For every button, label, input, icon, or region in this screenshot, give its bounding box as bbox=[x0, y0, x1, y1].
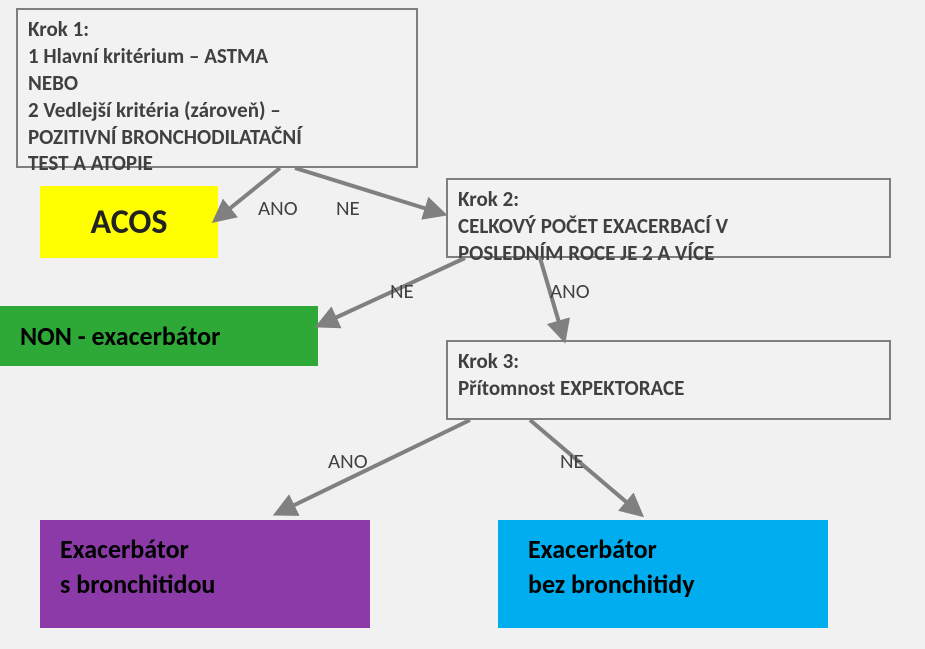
edge-step3-exacb bbox=[280, 420, 470, 512]
exac-bronch-line1: Exacerbátor bbox=[60, 533, 189, 565]
edge-step1-step2 bbox=[295, 168, 440, 213]
step1-title: Krok 1: bbox=[28, 16, 89, 42]
edge-label-0: ANO bbox=[258, 195, 298, 221]
acos-label: ACOS bbox=[90, 202, 167, 243]
step3-box: Krok 3: Přítomnost EXPEKTORACE bbox=[446, 340, 891, 420]
exac-no-bronch-result-box: Exacerbátor bez bronchitidy bbox=[498, 520, 828, 628]
acos-result-box: ACOS bbox=[40, 186, 218, 258]
step1-box: Krok 1: 1 Hlavní kritérium – ASTMA NEBO … bbox=[16, 8, 418, 168]
step3-title: Krok 3: bbox=[458, 348, 519, 374]
exac-bronch-line2: s bronchitidou bbox=[60, 568, 215, 600]
step2-line0: CELKOVÝ POČET EXACERBACÍ V bbox=[458, 213, 728, 239]
non-exacerbator-result-box: NON - exacerbátor bbox=[0, 306, 318, 366]
edge-label-3: ANO bbox=[550, 278, 590, 304]
step2-line1: POSLEDNÍM ROCE JE 2 A VÍCE bbox=[458, 240, 714, 266]
step1-line2: 2 Vedlejší kritéria (zároveň) – bbox=[28, 97, 281, 123]
edge-label-1: NE bbox=[336, 195, 360, 221]
step1-line0: 1 Hlavní kritérium – ASTMA bbox=[28, 43, 268, 69]
edge-label-5: NE bbox=[560, 448, 584, 474]
step1-line1: NEBO bbox=[28, 70, 78, 96]
non-exacerbator-label: NON - exacerbátor bbox=[20, 320, 220, 352]
step1-line3: POZITIVNÍ BRONCHODILATAČNÍ bbox=[28, 124, 302, 150]
step2-box: Krok 2: CELKOVÝ POČET EXACERBACÍ V POSLE… bbox=[446, 178, 891, 258]
edge-label-4: ANO bbox=[328, 448, 368, 474]
step1-line4: TEST A ATOPIE bbox=[28, 150, 153, 176]
edge-step3-exacnb bbox=[530, 420, 638, 512]
step3-line0: Přítomnost EXPEKTORACE bbox=[458, 375, 684, 401]
step2-title: Krok 2: bbox=[458, 186, 519, 212]
exac-no-bronch-line1: Exacerbátor bbox=[528, 533, 657, 565]
edge-label-2: NE bbox=[390, 278, 414, 304]
exac-no-bronch-line2: bez bronchitidy bbox=[528, 568, 695, 600]
exac-bronch-result-box: Exacerbátor s bronchitidou bbox=[40, 520, 370, 628]
